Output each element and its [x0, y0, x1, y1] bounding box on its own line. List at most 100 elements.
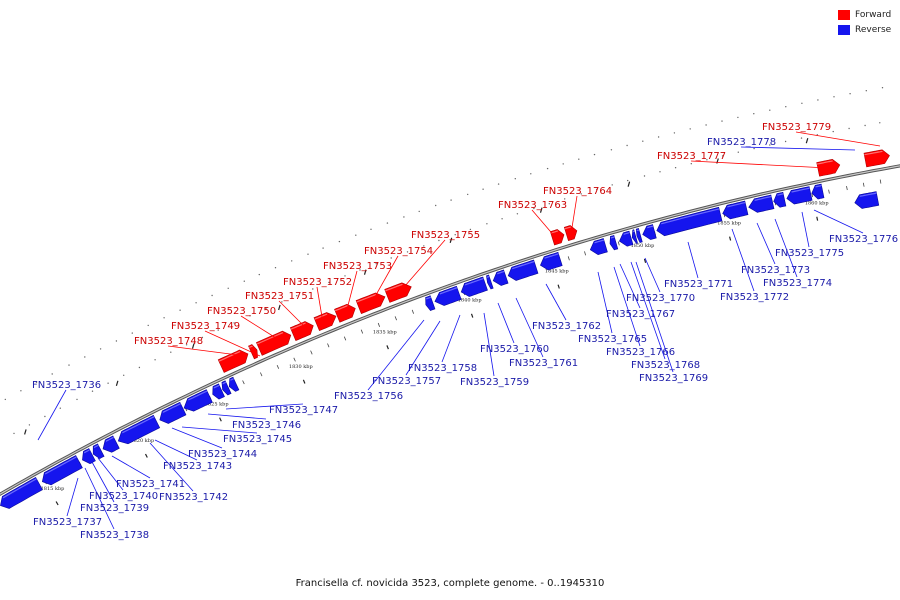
- gene-leader-line: [97, 457, 124, 491]
- guide-dot: [370, 228, 372, 230]
- major-tick: [627, 181, 631, 187]
- gene-leader-line: [497, 302, 515, 344]
- guide-dot: [450, 199, 452, 201]
- gene-arrow-shine: [647, 225, 654, 229]
- guide-dot: [497, 183, 500, 185]
- major-tick: [729, 236, 732, 241]
- gene-label-FN3523_1756: FN3523_1756: [334, 391, 403, 402]
- gene-arrow-FN3523_1771: [656, 206, 723, 237]
- gene-arrow-FN3523_1736: [0, 476, 43, 509]
- gene-arrow-FN3523_1778: [854, 191, 880, 209]
- guide-dot: [115, 340, 118, 342]
- major-tick: [219, 417, 222, 422]
- gene-leader-line: [181, 426, 258, 434]
- gene-leader-line: [316, 286, 323, 318]
- guide-dot: [344, 275, 346, 277]
- gene-leader-line: [91, 461, 115, 503]
- guide-dot: [482, 188, 484, 190]
- gene-label-FN3523_1748: FN3523_1748: [134, 336, 203, 347]
- gene-label-FN3523_1774: FN3523_1774: [763, 278, 832, 289]
- guide-dot: [201, 336, 204, 339]
- tick-label: 1835 kbp: [373, 329, 397, 335]
- gene-label-FN3523_1741: FN3523_1741: [116, 479, 185, 490]
- guide-dot: [154, 359, 156, 361]
- guide-dot: [596, 188, 598, 191]
- guide-dot: [689, 128, 691, 130]
- guide-dot: [610, 149, 613, 151]
- guide-dot: [312, 288, 314, 290]
- guide-dot: [514, 178, 516, 180]
- gene-arrow-FN3523_1759: [486, 274, 494, 290]
- gene-arrow-FN3523_1740: [102, 435, 120, 453]
- guide-dot: [769, 109, 771, 111]
- guide-dot: [753, 147, 755, 150]
- gene-arrow-FN3523_1757: [434, 285, 462, 306]
- gene-arrow-FN3523_1772: [722, 200, 749, 220]
- guide-dot: [359, 269, 361, 271]
- backbone-highlight: [0, 165, 900, 495]
- tick-label: 1845 kbp: [545, 269, 569, 275]
- gene-leader-line: [731, 228, 755, 292]
- guide-dot: [486, 223, 488, 225]
- gene-leader-line: [405, 320, 441, 376]
- gene-label-FN3523_1750: FN3523_1750: [207, 306, 276, 317]
- gene-label-FN3523_1777: FN3523_1777: [657, 151, 726, 162]
- gene-label-FN3523_1762: FN3523_1762: [532, 321, 601, 332]
- guide-dot: [163, 317, 165, 319]
- gene-arrow-shine: [815, 185, 822, 188]
- guide-dot: [403, 216, 405, 218]
- gene-label-FN3523_1745: FN3523_1745: [223, 434, 292, 445]
- gene-leader-line: [367, 319, 425, 391]
- gene-leader-line: [795, 131, 881, 147]
- minor-tick: [617, 241, 620, 246]
- guide-dot: [131, 332, 133, 334]
- tick-label: 1820 kbp: [130, 438, 154, 444]
- guide-dot: [390, 257, 392, 259]
- tick-label: 1840 kbp: [458, 298, 482, 304]
- major-tick: [805, 138, 809, 144]
- guide-dot: [107, 382, 109, 384]
- gene-label-FN3523_1775: FN3523_1775: [775, 248, 844, 259]
- gene-arrow-shine: [256, 332, 284, 345]
- guide-dot: [643, 175, 646, 177]
- guide-dot: [438, 239, 440, 242]
- gene-label-FN3523_1742: FN3523_1742: [159, 492, 228, 503]
- gene-leader-line: [37, 389, 67, 441]
- minor-tick: [584, 251, 586, 256]
- guide-dot: [291, 260, 293, 262]
- gene-label-FN3523_1743: FN3523_1743: [163, 461, 232, 472]
- gene-leader-line: [149, 442, 194, 492]
- gene-arrow-FN3523_1755: [384, 282, 412, 303]
- gene-leader-line: [278, 300, 305, 327]
- gene-arrow-FN3523_1774: [773, 191, 787, 208]
- guide-dot: [258, 273, 260, 276]
- gene-arrow-shine: [727, 202, 746, 208]
- guide-dot: [281, 301, 283, 303]
- gene-label-FN3523_1738: FN3523_1738: [80, 530, 149, 541]
- gene-arrow-shine: [248, 345, 253, 349]
- legend-reverse-label: Reverse: [855, 25, 892, 35]
- gene-arrow-FN3523_1745: [221, 380, 232, 396]
- guide-dot: [784, 140, 787, 143]
- gene-label-FN3523_1763: FN3523_1763: [498, 200, 567, 211]
- gene-label-FN3523_1755: FN3523_1755: [411, 230, 480, 241]
- guide-dot: [849, 93, 851, 95]
- guide-dot: [195, 302, 197, 304]
- minor-tick: [242, 380, 245, 385]
- guide-dot: [68, 364, 70, 366]
- minor-tick: [377, 322, 380, 327]
- gene-arrow-shine: [777, 193, 784, 196]
- guide-dot: [28, 424, 31, 426]
- gene-leader-line: [644, 257, 661, 293]
- guide-dot: [265, 308, 267, 310]
- major-tick: [816, 216, 819, 221]
- guide-dot: [801, 102, 803, 105]
- gene-arrow-shine: [162, 403, 181, 413]
- gene-label-FN3523_1771: FN3523_1771: [664, 279, 733, 290]
- gene-arrow-shine: [661, 208, 720, 225]
- guide-dot: [548, 203, 550, 205]
- gene-leader-line: [154, 439, 198, 461]
- gene-arrow-shine: [105, 436, 114, 442]
- guide-dot: [406, 251, 409, 253]
- gene-arrow-shine: [44, 456, 77, 475]
